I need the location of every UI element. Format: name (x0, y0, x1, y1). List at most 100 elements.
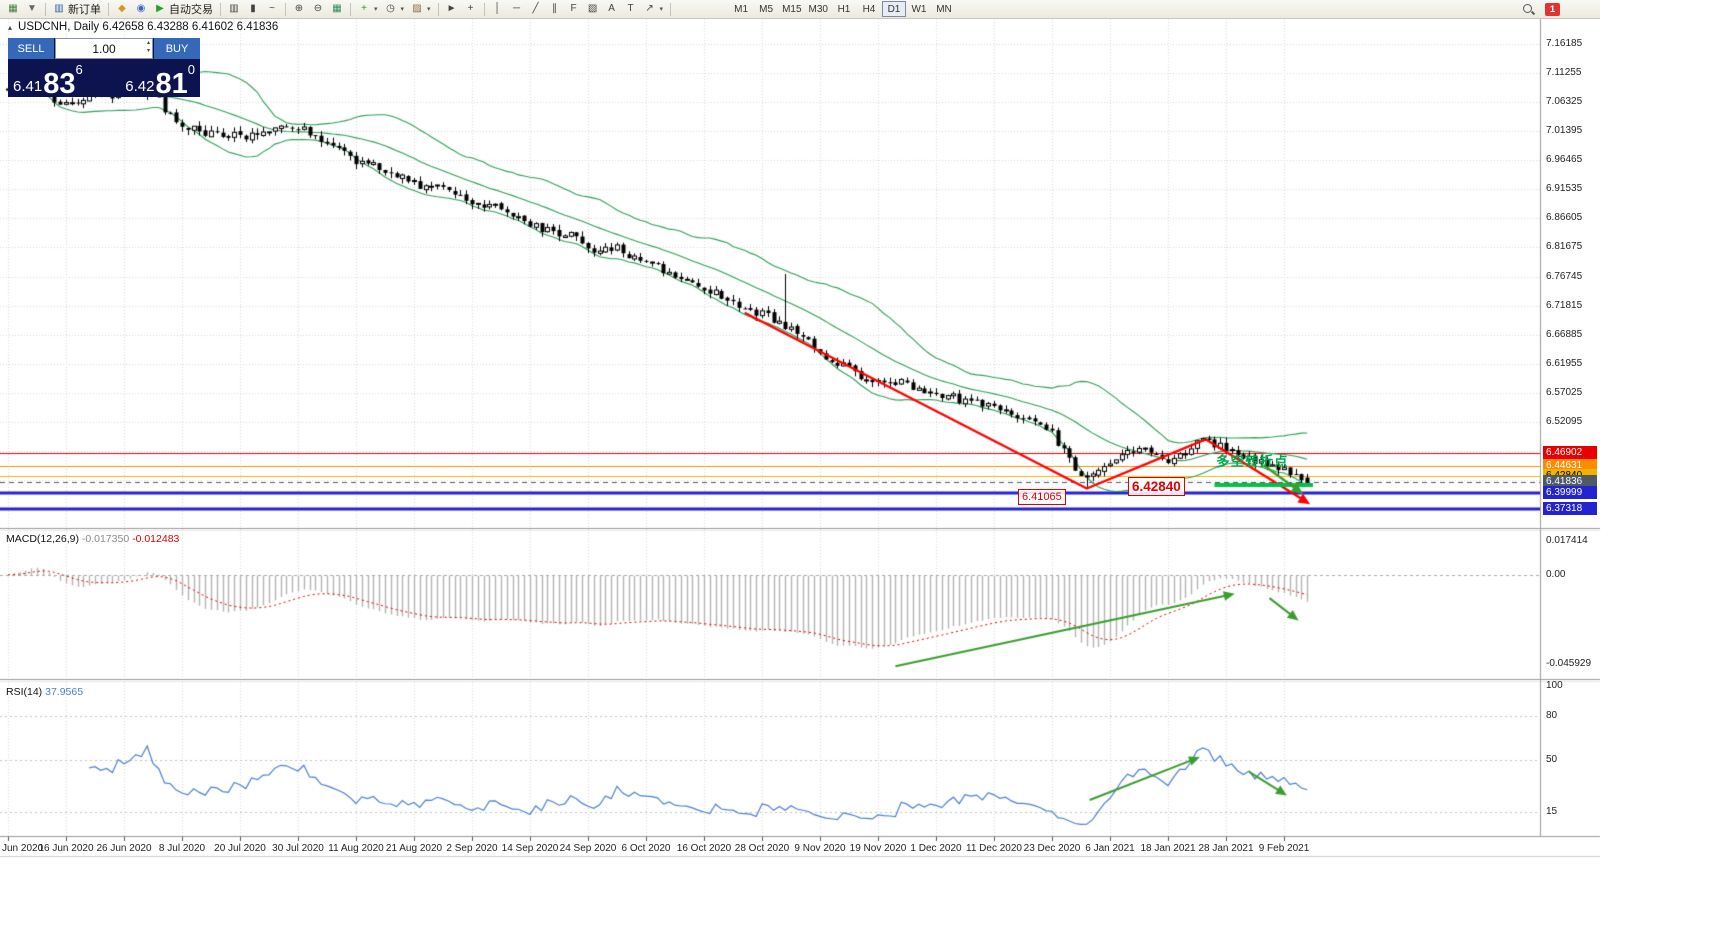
timeframe-m1[interactable]: M1 (729, 1, 753, 17)
price-axis-label: 6.81675 (1546, 241, 1583, 253)
new-order-label: 新订单 (68, 4, 101, 16)
zoom-out-icon: ⊖ (313, 3, 323, 14)
date-axis-label: 6 Jan 2021 (1085, 843, 1135, 854)
price-axis-label: 6.71815 (1546, 299, 1583, 311)
templates-button[interactable]: ▨ ▾ (408, 1, 434, 18)
timeframe-d1[interactable]: D1 (881, 1, 906, 17)
timeframe-h4[interactable]: H4 (857, 1, 881, 17)
spinner-up-icon[interactable]: ▴ (146, 40, 150, 46)
date-axis-label: 14 Sep 2020 (501, 843, 559, 854)
timeframe-m30[interactable]: M30 (806, 1, 831, 17)
depth-of-market-button[interactable]: ◉ (132, 1, 150, 18)
label-tool-icon: T (627, 3, 634, 14)
timeframe-h1[interactable]: H1 (832, 1, 856, 17)
volume-spinner[interactable]: ▴ ▾ (147, 39, 150, 56)
date-axis-label: 28 Oct 2020 (734, 843, 790, 854)
macd-axis-label: -0.045929 (1546, 658, 1592, 670)
rsi-value: 37.9565 (45, 686, 84, 698)
buy-price-point: 0 (187, 62, 195, 77)
horizontal-line-tool-icon: ─ (513, 3, 521, 14)
timeframe-m15[interactable]: M15 (779, 1, 804, 17)
toolbar-separator (670, 2, 672, 16)
line-mode-button[interactable]: ~ (263, 1, 281, 18)
toolbar-separator (483, 2, 485, 16)
rsi-axis-label: 50 (1546, 754, 1558, 765)
search-icon[interactable] (1522, 3, 1535, 16)
price-label-level[interactable]: 6.42840 (1128, 477, 1185, 496)
new-chart-button[interactable]: ▦ (4, 1, 22, 18)
toolbar-separator (285, 2, 286, 16)
fibonacci-tool-icon: F (570, 3, 577, 14)
buy-price-prefix: 6.42 (125, 78, 155, 95)
date-axis-label: 6 Oct 2020 (621, 843, 671, 854)
text-tool-button[interactable]: A (603, 1, 621, 18)
one-click-toggle-icon[interactable]: ▴ (8, 22, 13, 32)
date-axis-label: 9 Nov 2020 (794, 843, 846, 854)
chart-title-text: USDCNH, Daily 6.42658 6.43288 6.41602 6.… (18, 21, 279, 33)
algo-trading-icon: ▶ (156, 3, 164, 14)
crosshair-button[interactable]: + (462, 1, 480, 18)
notification-badge[interactable]: 1 (1545, 2, 1560, 16)
arrows-tool-button[interactable]: ↗ ▾ (641, 1, 667, 18)
label-tool-button[interactable]: T (622, 1, 640, 18)
date-axis-label: 23 Dec 2020 (1023, 843, 1081, 854)
price-axis-label: 6.66885 (1546, 328, 1583, 340)
zoom-in-button[interactable]: ⊕ (290, 1, 308, 18)
volume-value: 1.00 (92, 41, 116, 56)
indicators-button[interactable]: + ▾ (355, 1, 381, 18)
macd-axis-label: 0.017414 (1546, 534, 1588, 546)
dropdown-arrow-icon: ▾ (400, 6, 405, 13)
macd-signal-value: -0.012483 (132, 533, 180, 545)
channel-tool-button[interactable]: ∥ (546, 1, 564, 18)
new-order-button[interactable]: ▥ 新订单 (50, 1, 104, 18)
periods-icon: ◷ (386, 3, 395, 14)
vertical-line-tool-icon: │ (494, 3, 501, 14)
timeframe-w1[interactable]: W1 (907, 1, 931, 17)
rsi-axis-label: 80 (1546, 709, 1558, 721)
rsi-axis-label: 100 (1546, 680, 1563, 691)
timeframe-mn[interactable]: MN (932, 1, 956, 17)
annotation-text[interactable]: 多空转折点 (1216, 454, 1289, 469)
channel-tool-icon: ∥ (552, 3, 558, 14)
trade-panel-top-row: SELL 1.00 ▴ ▾ BUY (8, 38, 200, 59)
price-axis-label: 6.86605 (1546, 212, 1583, 224)
fibonacci-tool-button[interactable]: F (565, 1, 583, 18)
toolbar: ▦ ▼ ▥ 新订单 ◆ ◉ ▶ 自动交易 ▥ ▮ ~ ⊕ ⊖ ▦ + ▾ ◷ ▾ ▨ ▾ ► + │ ─ ╱ ∥ F ▧ A T ↗ ▾ M1… (0, 0, 1600, 19)
candles-mode-button[interactable]: ▮ (244, 1, 262, 18)
vertical-line-tool-button[interactable]: │ (489, 1, 507, 18)
rsi-label: RSI(14) 37.9565 (6, 686, 83, 698)
price-label-low[interactable]: 6.41065 (1018, 489, 1066, 505)
cursor-button[interactable]: ► (443, 1, 461, 18)
favorites-icon: ◆ (118, 3, 126, 14)
date-axis[interactable]: Jun 2020 16 Jun 2020 26 Jun 2020 8 Jul 2020… (0, 838, 1540, 856)
volume-input[interactable]: 1.00 ▴ ▾ (55, 38, 153, 59)
horizontal-line-tool-button[interactable]: ─ (508, 1, 526, 18)
timeframe-m5[interactable]: M5 (754, 1, 778, 17)
spinner-down-icon[interactable]: ▾ (146, 48, 150, 55)
algo-trading-button[interactable]: ▶ 自动交易 (151, 1, 216, 18)
cursor-icon: ► (446, 3, 457, 14)
tile-windows-button[interactable]: ▦ (328, 1, 346, 18)
sell-price: 6.41 83 6 (13, 59, 83, 100)
trendline-tool-button[interactable]: ╱ (527, 1, 545, 18)
price-level-badge: 6.44631 (1543, 458, 1597, 472)
date-axis-label: 16 Oct 2020 (676, 843, 732, 854)
favorites-button[interactable]: ◆ (113, 1, 131, 18)
price-axis[interactable]: 7.16185 7.11255 7.06325 7.01395 6.96465 6.915… (1543, 0, 1600, 856)
date-axis-label: 11 Dec 2020 (966, 843, 1022, 854)
profiles-button[interactable]: ▼ (23, 1, 41, 18)
new-chart-icon: ▦ (8, 3, 18, 14)
shapes-tool-button[interactable]: ▧ (584, 1, 602, 18)
algo-trading-label: 自动交易 (169, 4, 213, 16)
periods-button[interactable]: ◷ ▾ (382, 1, 408, 18)
zoom-out-button[interactable]: ⊖ (309, 1, 327, 18)
rsi-axis-label: 15 (1546, 805, 1558, 817)
date-axis-label: 9 Feb 2021 (1258, 843, 1310, 854)
bars-mode-button[interactable]: ▥ (225, 1, 243, 18)
sell-button[interactable]: SELL (8, 38, 54, 59)
date-axis-label: 2 Sep 2020 (446, 843, 498, 854)
price-axis-label: 6.76745 (1546, 270, 1583, 282)
buy-button[interactable]: BUY (154, 38, 200, 59)
sell-price-point: 6 (75, 62, 83, 77)
